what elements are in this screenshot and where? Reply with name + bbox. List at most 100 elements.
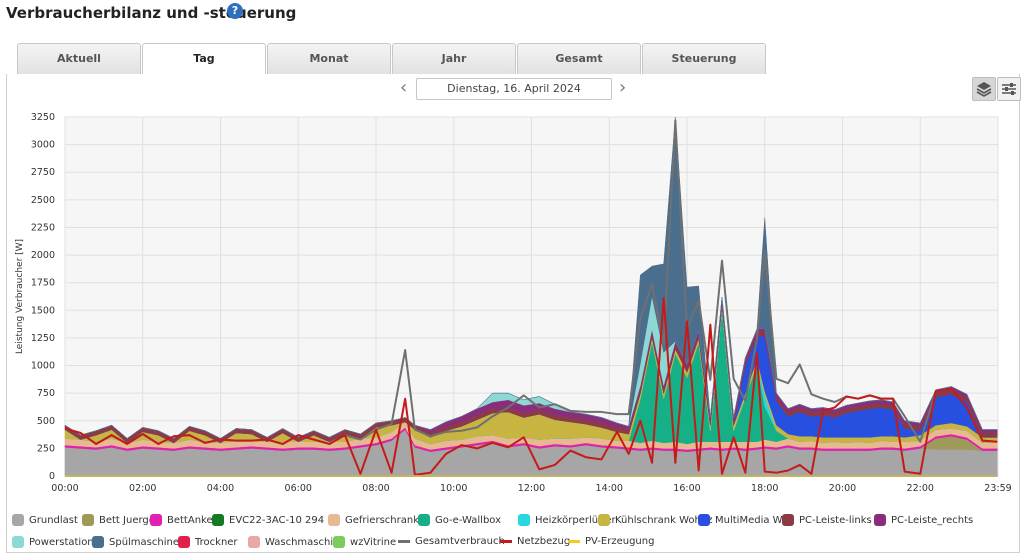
legend-swatch	[328, 514, 340, 526]
legend-label: BettAnke	[167, 514, 213, 526]
legend-swatch	[518, 514, 530, 526]
page-title: Verbraucherbilanz und -steuerung	[6, 4, 297, 22]
settings-view-button[interactable]	[997, 77, 1021, 101]
legend-item[interactable]: Netzbezug	[500, 536, 570, 547]
legend-swatch	[398, 540, 410, 543]
legend-item[interactable]: Go-e-Wallbox	[418, 514, 501, 526]
x-tick-label: 14:00	[596, 483, 623, 494]
y-tick-label: 2500	[31, 195, 55, 206]
legend-item[interactable]: Grundlast	[12, 514, 78, 526]
legend-item[interactable]: MultiMedia Wz	[698, 514, 788, 526]
x-tick-label: 02:00	[129, 483, 156, 494]
y-tick-label: 2750	[31, 167, 55, 178]
legend-item[interactable]: BettAnke	[150, 514, 213, 526]
legend-item[interactable]: PC-Leiste-links	[782, 514, 872, 526]
y-tick-label: 1000	[31, 361, 55, 372]
legend-item[interactable]: EVC22-3AC-10 294	[212, 514, 324, 526]
date-field[interactable]: Dienstag, 16. April 2024	[416, 78, 612, 100]
legend-swatch	[418, 514, 430, 526]
legend-item[interactable]: Spülmaschine	[92, 536, 179, 548]
y-tick-label: 2000	[31, 250, 55, 261]
legend-label: Kühlschrank Wohnz	[615, 514, 713, 526]
legend-swatch	[92, 536, 104, 548]
x-tick-label: 00:00	[51, 483, 78, 494]
y-tick-label: 250	[37, 443, 55, 454]
legend-swatch	[568, 540, 580, 543]
legend-label: Gefrierschrank	[345, 514, 419, 526]
y-axis-label: Leistung Verbraucher [W]	[15, 239, 25, 354]
x-tick-label: 22:00	[907, 483, 934, 494]
legend-swatch	[12, 514, 24, 526]
y-tick-label: 750	[37, 388, 55, 399]
legend-swatch	[12, 536, 24, 548]
tab-jahr[interactable]: Jahr	[392, 43, 516, 74]
legend-item[interactable]: Waschmaschine	[248, 536, 346, 548]
y-tick-label: 1500	[31, 305, 55, 316]
legend-label: MultiMedia Wz	[715, 514, 788, 526]
sliders-icon	[1002, 83, 1016, 95]
tab-monat[interactable]: Monat	[267, 43, 391, 74]
tab-bar: Aktuell Tag Monat Jahr Gesamt Steuerung	[17, 43, 767, 75]
consumption-chart: 0 250 500 750 1000 1250 1500 1750 2000 2250 2500 27…	[15, 112, 1012, 494]
legend-label: Go-e-Wallbox	[435, 514, 502, 526]
tab-tag[interactable]: Tag	[142, 43, 266, 75]
legend-swatch	[178, 536, 190, 548]
x-tick-label: 16:00	[673, 483, 700, 494]
legend-item[interactable]: Trockner	[178, 536, 238, 548]
x-tick-label: 18:00	[751, 483, 778, 494]
legend-swatch	[500, 540, 512, 543]
legend-swatch	[874, 514, 886, 526]
legend-label: EVC22-3AC-10 294	[229, 514, 325, 526]
legend-label: PC-Leiste-links	[799, 514, 872, 526]
legend-label: Grundlast	[29, 514, 78, 526]
legend-label: Netzbezug	[517, 536, 571, 547]
legend-label: Trockner	[195, 536, 238, 548]
x-tick-label: 12:00	[518, 483, 545, 494]
layers-icon	[976, 82, 992, 97]
x-tick-label: 04:00	[207, 483, 234, 494]
y-tick-label: 2250	[31, 222, 55, 233]
legend-label: PV-Erzeugung	[585, 536, 655, 547]
legend-label: Bett Juergen	[99, 514, 162, 526]
x-tick-label: 08:00	[362, 483, 389, 494]
x-tick-label: 23:59	[984, 483, 1011, 494]
legend-label: PC-Leiste_rechts	[891, 514, 974, 526]
tab-aktuell[interactable]: Aktuell	[17, 43, 141, 74]
legend-swatch	[248, 536, 260, 548]
legend-item[interactable]: PC-Leiste_rechts	[874, 514, 973, 526]
legend-swatch	[698, 514, 710, 526]
tab-steuerung[interactable]: Steuerung	[642, 43, 766, 74]
legend-swatch	[150, 514, 162, 526]
legend-label: Waschmaschine	[265, 536, 346, 548]
legend-swatch	[333, 536, 345, 548]
x-tick-label: 10:00	[440, 483, 467, 494]
x-tick-label: 20:00	[829, 483, 856, 494]
legend-swatch	[212, 514, 224, 526]
legend-item[interactable]: Gesamtverbrauch	[398, 536, 505, 547]
legend-item[interactable]: Powerstation	[12, 536, 94, 548]
y-tick-label: 3000	[31, 140, 55, 151]
legend-item[interactable]: Bett Juergen	[82, 514, 161, 526]
legend-item[interactable]: Heizkörperlüfter	[518, 514, 616, 526]
help-icon[interactable]: ?	[227, 3, 243, 19]
legend-item[interactable]: wzVitrine	[333, 536, 396, 548]
legend-label: Spülmaschine	[109, 536, 179, 548]
legend-swatch	[82, 514, 94, 526]
y-tick-label: 1750	[31, 278, 55, 289]
prev-day-button[interactable]: ‹	[400, 77, 408, 98]
legend-item[interactable]: Gefrierschrank	[328, 514, 419, 526]
x-tick-label: 06:00	[285, 483, 312, 494]
stacked-view-button[interactable]	[972, 77, 996, 101]
next-day-button[interactable]: ›	[619, 77, 627, 98]
legend-label: Powerstation	[29, 536, 94, 548]
legend-label: Heizkörperlüfter	[535, 514, 616, 526]
legend-item[interactable]: Kühlschrank Wohnz	[598, 514, 712, 526]
y-tick-label: 0	[49, 471, 55, 482]
legend-label: Gesamtverbrauch	[415, 536, 505, 547]
tab-gesamt[interactable]: Gesamt	[517, 43, 641, 74]
series-line-1	[64, 297, 998, 476]
legend-swatch	[598, 514, 610, 526]
legend-label: wzVitrine	[350, 536, 397, 548]
legend-item[interactable]: PV-Erzeugung	[568, 536, 654, 547]
y-tick-label: 1250	[31, 333, 55, 344]
